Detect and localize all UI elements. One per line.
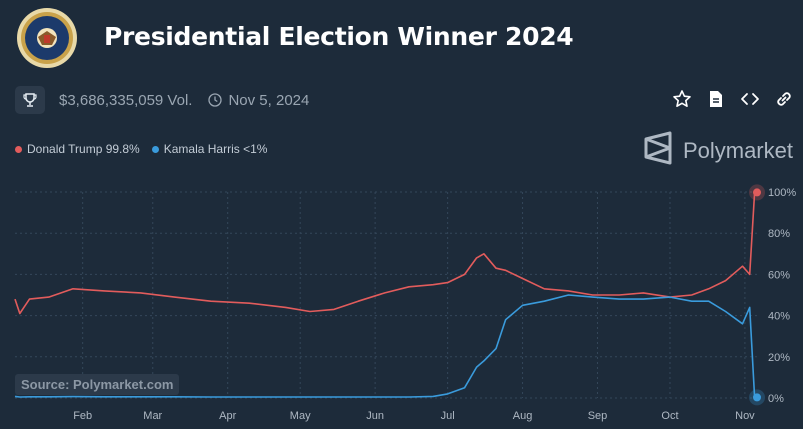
x-tick-label: Apr <box>219 410 236 422</box>
link-icon[interactable] <box>773 88 795 110</box>
harris-series-line <box>14 294 757 399</box>
action-toolbar <box>671 88 795 110</box>
harris-series-end-point <box>753 393 761 402</box>
y-tick-label: 80% <box>768 228 790 240</box>
clock-icon <box>208 93 223 107</box>
y-tick-label: 100% <box>768 187 796 199</box>
volume-text: $3,686,335,059 Vol. <box>59 91 193 109</box>
legend-label-trump: Donald Trump 99.8% <box>27 142 140 156</box>
page-title: Presidential Election Winner 2024 <box>104 22 574 51</box>
trophy-icon <box>15 86 45 114</box>
polymarket-logo-icon <box>643 131 673 171</box>
x-tick-label: Jul <box>441 410 455 422</box>
x-tick-label: Feb <box>73 410 92 422</box>
legend-item-trump[interactable]: Donald Trump 99.8% <box>15 142 140 156</box>
y-tick-label: 60% <box>768 269 790 281</box>
end-date-text: Nov 5, 2024 <box>228 91 310 109</box>
x-tick-label: Mar <box>143 410 162 422</box>
x-tick-label: Aug <box>513 410 533 422</box>
legend-item-harris[interactable]: Kamala Harris <1% <box>151 142 268 156</box>
y-tick-label: 20% <box>768 352 790 364</box>
y-tick-label: 0% <box>768 393 784 405</box>
trump-series-line <box>14 191 757 315</box>
x-tick-label: Nov <box>735 410 755 422</box>
trump-series-end-point <box>753 188 761 197</box>
price-history-chart: Feb Mar Apr May Jun Jul Aug Sep Oct Nov 0% 20% 40% 6… <box>14 184 796 422</box>
x-tick-label: May <box>290 410 311 422</box>
polymarket-brand[interactable]: Polymarket <box>643 131 793 171</box>
y-tick-label: 40% <box>768 311 790 323</box>
market-meta: $3,686,335,059 Vol. Nov 5, 2024 <box>15 86 309 114</box>
legend-dot-harris <box>151 145 159 153</box>
star-icon[interactable] <box>671 88 693 110</box>
presidential-seal-icon <box>16 7 78 69</box>
x-tick-label: Jun <box>366 410 384 422</box>
embed-code-icon[interactable] <box>739 88 761 110</box>
polymarket-wordmark: Polymarket <box>682 138 793 163</box>
chart-legend: Donald Trump 99.8% Kamala Harris <1% <box>15 142 267 156</box>
x-tick-label: Oct <box>661 410 678 422</box>
x-tick-label: Sep <box>588 410 608 422</box>
source-label: Source: Polymarket.com <box>15 374 180 395</box>
document-icon[interactable] <box>705 88 727 110</box>
legend-dot-trump <box>15 145 22 153</box>
legend-label-harris: Kamala Harris <1% <box>163 142 268 156</box>
